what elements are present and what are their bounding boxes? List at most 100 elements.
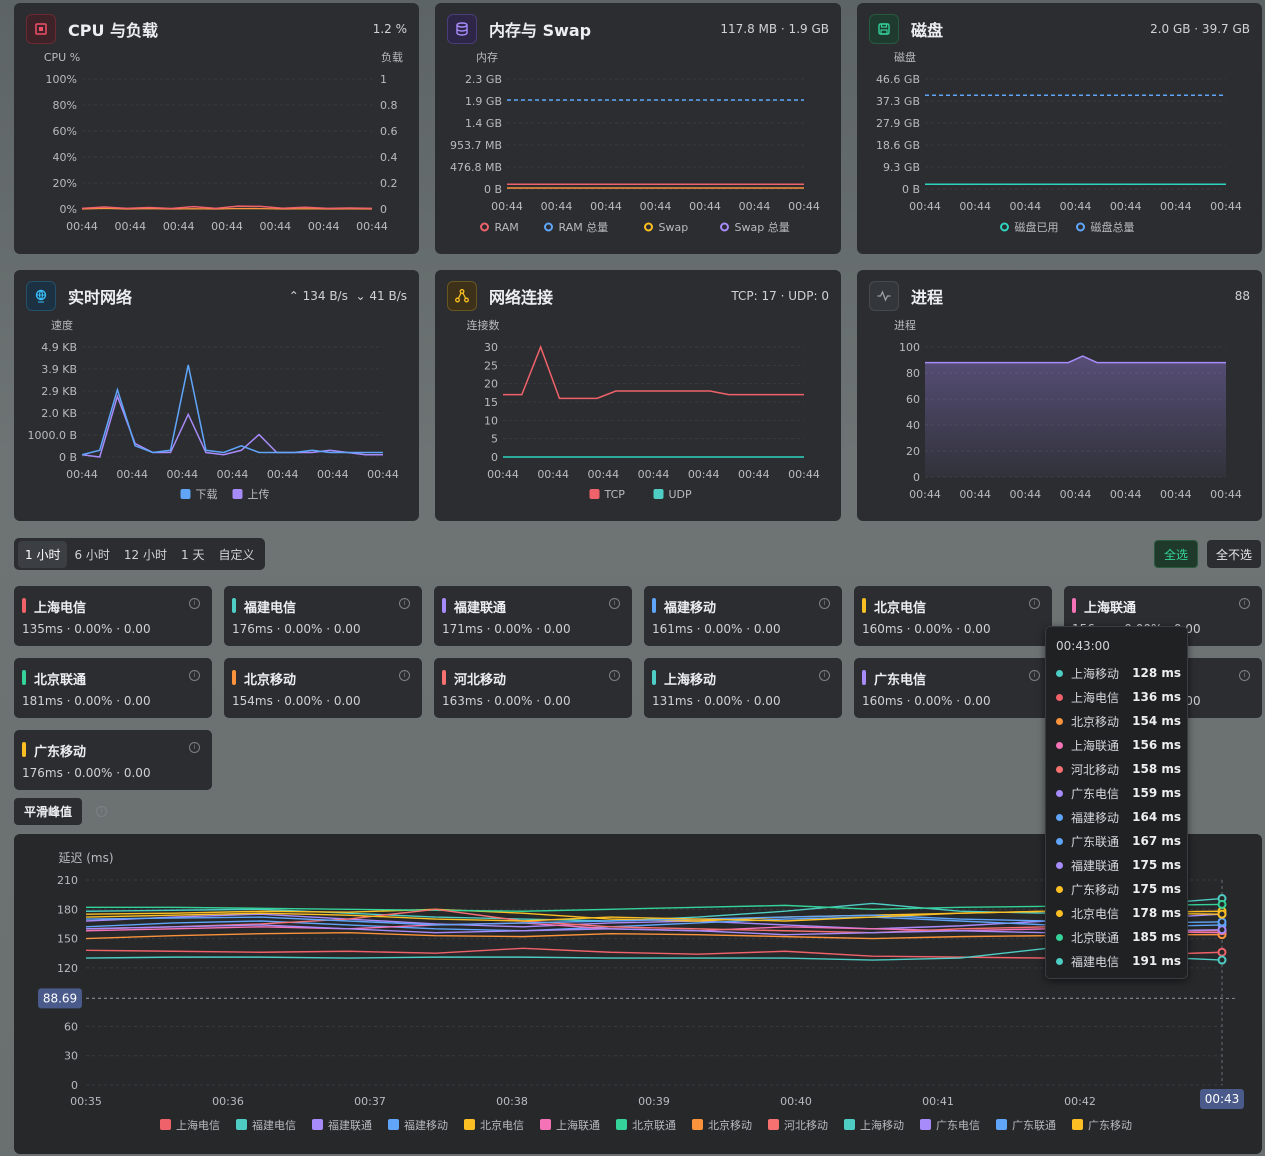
x-tick-label: 00:37 (354, 1095, 386, 1108)
node-card[interactable]: 河北移动 163ms · 0.00% · 0.00 i (434, 658, 632, 718)
node-card[interactable]: 上海移动 131ms · 0.00% · 0.00 i (644, 658, 842, 718)
x-tick-label: 00:44 (788, 200, 820, 213)
node-name-text: 北京电信 (874, 601, 927, 616)
info-icon[interactable]: i (819, 670, 830, 681)
info-icon[interactable]: i (609, 598, 620, 609)
x-tick-label: 00:40 (780, 1095, 812, 1108)
disk-card: 磁盘 2.0 GB · 39.7 GB 磁盘 46.6 GB 37.3 GB 27.9… (857, 3, 1262, 254)
node-card[interactable]: 福建移动 161ms · 0.00% · 0.00 i (644, 586, 842, 646)
tooltip-row-value: 158 ms (1132, 762, 1181, 776)
smooth-peak-toggle[interactable]: 平滑峰值 (14, 798, 83, 825)
select-none-button[interactable]: 全不选 (1207, 540, 1262, 568)
tab-1h[interactable]: 1 小时 (18, 540, 68, 568)
y-tick-label: 120 (57, 962, 78, 975)
legend-label: 上传 (248, 488, 270, 501)
y2-tick-label: 0.8 (380, 99, 398, 112)
info-icon[interactable]: i (1029, 598, 1040, 609)
tab-6h[interactable]: 6 小时 (74, 547, 110, 562)
node-card[interactable]: 福建联通 171ms · 0.00% · 0.00 i (434, 586, 632, 646)
tooltip-row-name: 上海电信 (1071, 690, 1120, 705)
node-card[interactable]: 北京联通 181ms · 0.00% · 0.00 i (14, 658, 212, 718)
node-stats: 181ms · 0.00% · 0.00 (22, 694, 151, 708)
node-color-bar (1072, 598, 1076, 613)
x-tick-label: 00:44 (640, 200, 672, 213)
x-tick-label: 00:44 (66, 468, 98, 481)
info-icon[interactable]: i (189, 742, 200, 753)
threshold-badge (38, 988, 82, 1009)
tooltip-row: 北京移动 154 ms (1056, 711, 1181, 731)
tooltip-row: 广东移动 175 ms (1056, 879, 1181, 899)
cpu-card: CPU 与负载 1.2 % CPU % 负载 100% 80% 60% 40% 20% 0% 1… (14, 3, 419, 254)
legend-label: RAM 总量 (559, 220, 609, 234)
legend-marker (844, 1119, 855, 1130)
y2-tick-label: 0.4 (380, 151, 398, 164)
node-card[interactable]: 广东电信 160ms · 0.00% · 0.00 i (854, 658, 1052, 718)
legend-label: TCP (604, 488, 626, 501)
x-tick-label: 00:44 (66, 220, 98, 233)
node-name-text: 北京联通 (34, 673, 87, 688)
disk-title: 磁盘 (911, 21, 944, 40)
node-name-text: 福建移动 (664, 601, 717, 616)
legend-label: 福建电信 (252, 1118, 296, 1132)
latency-chart[interactable]: 延迟 (ms)210180150120906030000:3500:3600:3… (14, 834, 1262, 1154)
tooltip-row-name: 北京联通 (1071, 930, 1120, 945)
y-tick-label: 953.7 MB (450, 139, 502, 152)
info-icon[interactable]: i (399, 670, 410, 681)
info-icon[interactable]: i (1239, 670, 1250, 681)
y-axis-label: 连接数 (467, 319, 500, 332)
threshold-label: 88.69 (43, 991, 77, 1005)
node-name-text: 广东电信 (874, 673, 927, 688)
tooltip-row-value: 175 ms (1132, 882, 1181, 896)
info-icon[interactable]: i (189, 670, 200, 681)
y2-tick-label: 0.2 (380, 177, 398, 190)
series-dot (1056, 837, 1063, 845)
y-axis-label: 延迟 (ms) (58, 851, 113, 865)
node-card[interactable]: 上海电信 135ms · 0.00% · 0.00 i (14, 586, 212, 646)
info-icon[interactable]: i (399, 598, 410, 609)
node-card[interactable]: 北京电信 160ms · 0.00% · 0.00 i (854, 586, 1052, 646)
latency-series-line (85, 910, 1223, 922)
select-all-button[interactable]: 全选 (1154, 540, 1199, 568)
info-icon[interactable]: i (189, 598, 200, 609)
node-card[interactable]: 北京移动 154ms · 0.00% · 0.00 i (224, 658, 422, 718)
y-tick-label: 10 (484, 414, 498, 427)
legend-label: Swap (659, 221, 689, 234)
tooltip-row-value: 167 ms (1132, 834, 1181, 848)
info-icon[interactable]: i (1029, 670, 1040, 681)
tooltip-row: 北京联通 185 ms (1056, 927, 1181, 947)
tooltip-row-name: 福建电信 (1071, 954, 1120, 969)
node-color-bar (862, 598, 866, 613)
x-tick-label: 00:44 (367, 468, 399, 481)
y-tick-label: 0 (71, 1079, 78, 1092)
node-name-text: 上海电信 (34, 601, 87, 616)
hover-point (1217, 955, 1227, 965)
tab-1d[interactable]: 1 天 (181, 547, 205, 562)
node-stats: 154ms · 0.00% · 0.00 (232, 694, 361, 708)
x-tick-label: 00:44 (638, 468, 670, 481)
x-tick-label: 00:44 (959, 200, 991, 213)
tooltip-row-value: 136 ms (1132, 690, 1181, 704)
legend-label: 上海联通 (556, 1118, 600, 1132)
info-icon[interactable]: i (609, 670, 620, 681)
x-tick-label: 00:44 (259, 220, 291, 233)
node-card[interactable]: 福建电信 176ms · 0.00% · 0.00 i (224, 586, 422, 646)
info-icon[interactable]: i (1239, 598, 1250, 609)
y-axis-label: CPU % (44, 51, 80, 64)
y-tick-label: 80 (906, 367, 920, 380)
tooltip-row-value: 191 ms (1132, 954, 1181, 968)
x-tick-label: 00:44 (317, 468, 349, 481)
x-tick-label: 00:44 (211, 220, 243, 233)
node-name: 北京联通 (22, 669, 86, 688)
legend-label: 广东联通 (1012, 1119, 1056, 1132)
tooltip-row-name: 上海联通 (1071, 738, 1120, 753)
tooltip-row-name: 广东移动 (1071, 882, 1120, 897)
legend-marker (1076, 222, 1085, 232)
legend-marker (616, 1119, 627, 1130)
tab-12h[interactable]: 12 小时 (123, 547, 167, 562)
legend-marker (692, 1119, 703, 1130)
info-icon[interactable]: i (819, 598, 830, 609)
tab-custom[interactable]: 自定义 (218, 547, 255, 562)
tooltip-row-name: 上海移动 (1071, 666, 1120, 681)
node-card[interactable]: 广东移动 176ms · 0.00% · 0.00 i (14, 730, 212, 790)
legend-marker (480, 222, 489, 232)
